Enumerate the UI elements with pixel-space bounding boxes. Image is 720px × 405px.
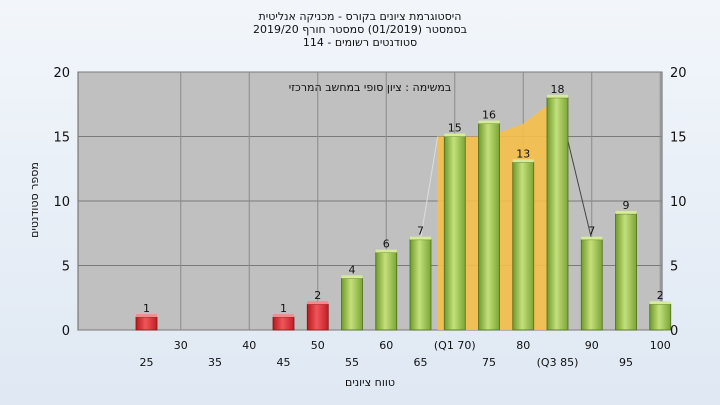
- bar-45: [272, 316, 295, 331]
- x-axis-title: טווח ציונים: [345, 376, 395, 389]
- data-label-100: 2: [657, 289, 664, 302]
- x-tick-25: 25: [140, 356, 154, 369]
- bar-top-70: [444, 133, 466, 137]
- bar-top-85: [547, 94, 568, 98]
- data-label-85: 18: [551, 83, 565, 96]
- x-tick-80: 80: [516, 339, 530, 352]
- bar-85: [546, 97, 569, 331]
- x-tick-50: 50: [311, 339, 325, 352]
- x-tick-90: 90: [585, 339, 599, 352]
- title-line-1: היסטוגרמת ציונים בקורס - מכניקה אנליטית: [259, 10, 462, 23]
- bar-25: [135, 316, 158, 331]
- bar-70: [443, 136, 466, 331]
- y-tick-right-0: 0: [670, 324, 678, 339]
- bar-75: [478, 123, 500, 331]
- x-axis: 30 40 50 60 (Q1 70) 80 90 100 25 35 45 55 65 75 (Q3 85…: [140, 339, 671, 369]
- bars: [135, 94, 672, 331]
- bar-top-80: [512, 159, 534, 163]
- y-axis-left: 0 5 10 15 20: [53, 66, 70, 339]
- data-label-65: 7: [417, 225, 424, 238]
- data-label-70: 15: [448, 122, 462, 135]
- x-tick-65: 65: [414, 356, 428, 369]
- data-labels: 1 1 2 4 6 7 15 16 13 18 7 9 2: [143, 83, 664, 315]
- band-edge: [420, 136, 439, 240]
- y-tick-left-10: 10: [53, 195, 70, 210]
- x-tick-95: 95: [619, 356, 633, 369]
- annotation: במשימה : ציון סופי במחשב המרכזי: [289, 81, 452, 94]
- data-label-60: 6: [383, 238, 390, 251]
- x-tick-35: 35: [208, 356, 222, 369]
- data-label-80: 13: [516, 147, 530, 160]
- bar-top-45: [273, 314, 294, 318]
- title-line-3: סטודנטים רשומים - 114: [303, 36, 417, 49]
- y-tick-right-20: 20: [670, 66, 687, 81]
- data-label-95: 9: [623, 199, 630, 212]
- y-tick-left-5: 5: [62, 260, 70, 275]
- data-label-75: 16: [482, 109, 496, 122]
- x-tick-70: (Q1 70): [434, 339, 476, 352]
- y-axis-title: מספר סטודנטים: [28, 162, 41, 238]
- bar-90: [580, 239, 603, 331]
- y-tick-left-20: 20: [53, 66, 70, 81]
- bar-top-95: [615, 210, 637, 214]
- chart-title: היסטוגרמת ציונים בקורס - מכניקה אנליטית …: [253, 10, 467, 49]
- bar-top-60: [375, 249, 397, 253]
- bar-50: [306, 303, 329, 331]
- bar-top-55: [341, 275, 363, 279]
- x-tick-75: 75: [482, 356, 496, 369]
- x-tick-30: 30: [174, 339, 188, 352]
- data-label-25: 1: [143, 302, 150, 315]
- bar-top-25: [136, 314, 157, 318]
- y-tick-right-10: 10: [670, 195, 687, 210]
- data-label-90: 7: [588, 225, 595, 238]
- data-label-55: 4: [349, 263, 356, 276]
- bar-top-50: [307, 301, 329, 305]
- bar-80: [512, 161, 535, 331]
- y-tick-left-0: 0: [62, 324, 70, 339]
- x-tick-60: 60: [379, 339, 393, 352]
- bar-100: [649, 303, 672, 331]
- bar-60: [375, 252, 398, 331]
- bar-55: [341, 277, 363, 331]
- y-tick-right-15: 15: [670, 131, 687, 146]
- bar-top-100: [649, 301, 671, 305]
- bar-65: [409, 239, 432, 331]
- x-tick-55: 55: [345, 356, 359, 369]
- data-label-45: 1: [280, 302, 287, 315]
- x-tick-100: 100: [650, 339, 671, 352]
- y-axis-right: 0 5 10 15 20: [670, 66, 687, 339]
- y-tick-left-15: 15: [53, 131, 70, 146]
- bar-top-75: [478, 120, 500, 124]
- bar-top-90: [581, 236, 603, 240]
- bar-95: [615, 213, 637, 331]
- x-tick-85: (Q3 85): [537, 356, 579, 369]
- y-tick-right-5: 5: [670, 260, 678, 275]
- x-tick-45: 45: [277, 356, 291, 369]
- bar-top-65: [410, 236, 431, 240]
- x-tick-40: 40: [242, 339, 256, 352]
- title-line-2: בסמסטר (01/2019) סמסטר חורף 2019/20: [253, 23, 467, 36]
- data-label-50: 2: [314, 289, 321, 302]
